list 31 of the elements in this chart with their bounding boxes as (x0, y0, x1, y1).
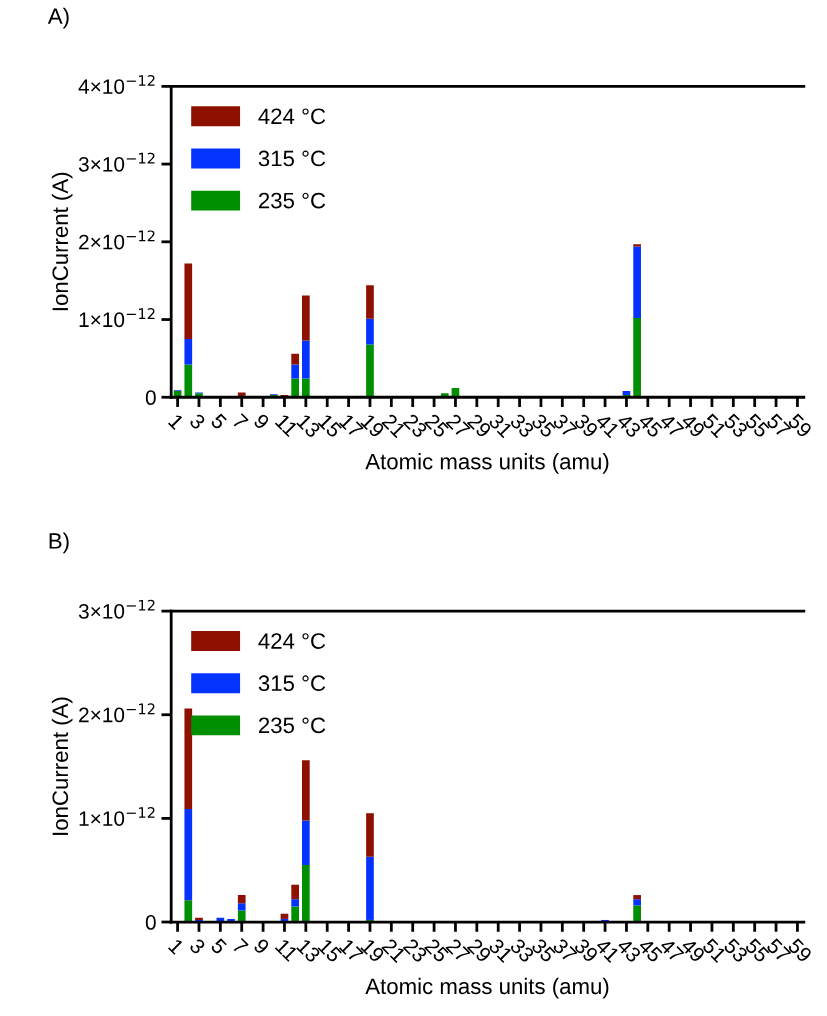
x-tick-label: 5 (210, 412, 228, 431)
x-tick-label: 9 (252, 412, 271, 431)
legend-label: 424 °C (258, 633, 326, 649)
x-tick-label: 9 (252, 937, 271, 955)
legend-label: 235 °C (258, 192, 326, 209)
x-axis-title: Atomic mass units (amu) (365, 977, 609, 999)
y-tick-label: 0 (145, 390, 156, 406)
chart-title: B) (49, 532, 69, 554)
y-tick-label: 2×10$^{−12}$ (79, 230, 155, 250)
legend-label: 315 °C (258, 675, 326, 692)
x-tick-label: 1 (168, 938, 185, 955)
y-axis-title: IonCurrent (A) (51, 172, 73, 311)
x-tick-label: 3 (188, 937, 207, 955)
legend-label: 315 °C (258, 150, 326, 167)
chart-title: A) (47, 7, 69, 29)
y-tick-label: 0 (145, 915, 156, 930)
x-tick-label: 3 (188, 412, 207, 431)
x-tick-label: 5 (210, 937, 228, 955)
y-tick-label: 3×10$^{−12}$ (78, 152, 155, 172)
y-tick-label: 1×10$^{−12}$ (79, 806, 155, 826)
y-tick-label: 1×10$^{−12}$ (79, 308, 155, 328)
x-axis-title: Atomic mass units (amu) (365, 453, 609, 474)
y-tick-label: 4×10$^{−12}$ (78, 74, 155, 94)
y-tick-label: 3×10$^{−12}$ (78, 599, 155, 619)
legend-label: 424 °C (258, 108, 326, 125)
y-axis-title: IonCurrent (A) (51, 697, 73, 835)
y-tick-label: 2×10$^{−12}$ (79, 703, 155, 723)
x-tick-label: 7 (231, 937, 249, 955)
legend-label: 235 °C (258, 717, 326, 734)
x-tick-label: 7 (231, 413, 249, 430)
x-tick-label: 1 (168, 413, 185, 430)
